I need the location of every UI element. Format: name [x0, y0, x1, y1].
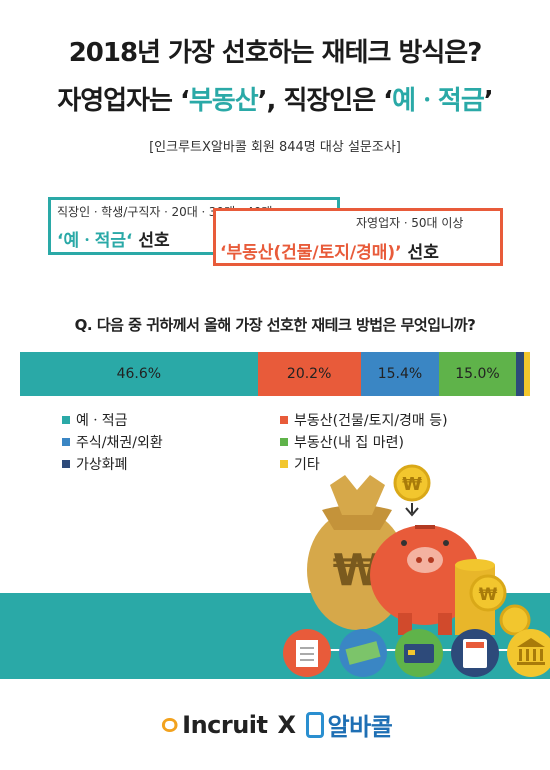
stacked-bar-chart: 46.6% 20.2% 15.4% 15.0% — [20, 352, 530, 396]
bar-value-label: 15.4% — [377, 366, 423, 382]
selfemployed-preference-box: 자영업자ㆍ50대 이상 ‘부동산(건물/토지/경매)’ 선호 — [213, 208, 503, 266]
legend-item: 부동산(건물/토지/경매 등) — [280, 410, 448, 430]
selfemployed-groups-label: 자영업자ㆍ50대 이상 — [356, 216, 464, 230]
worker-preference-text: ‘예ㆍ적금‘ 선호 — [57, 226, 170, 251]
legend-label: 가상화폐 — [76, 457, 128, 473]
svg-text:₩: ₩ — [402, 474, 422, 495]
title-highlight-savings: 예ㆍ적금 — [392, 86, 485, 116]
legend-swatch — [62, 460, 70, 468]
bar-segment — [523, 352, 530, 396]
banknote-circle-icon — [339, 629, 387, 677]
piggy-bank-icon — [370, 525, 480, 635]
legend-label: 부동산(내 집 마련) — [294, 435, 404, 451]
legend-label: 부동산(건물/토지/경매 등) — [294, 413, 448, 429]
albacall-phone-icon — [305, 711, 324, 738]
legend-swatch — [62, 438, 70, 446]
legend-item: 부동산(내 집 마련) — [280, 432, 404, 452]
bar-segment: 15.4% — [360, 352, 440, 396]
title-post: ’ — [483, 86, 494, 116]
incruit-logo-mark: ㅇ — [157, 712, 182, 742]
bar-value-label: 15.0% — [455, 366, 500, 382]
bar-segment — [515, 352, 524, 396]
footer-logos: ㅇ Incruit X 알바콜 — [0, 706, 550, 743]
page-title-line1: 2018년 가장 선호하는 재테크 방식은? — [68, 38, 483, 68]
legend-label: 기타 — [294, 457, 320, 473]
svg-text:₩: ₩ — [479, 585, 498, 605]
bar-segment: 46.6% — [20, 352, 258, 396]
bar-segment: 20.2% — [257, 352, 361, 396]
finance-illustration: ₩ ₩ ₩ — [283, 464, 550, 677]
coin-icon: ₩ — [393, 464, 431, 517]
title-highlight-realestate: 부동산 — [188, 86, 259, 116]
albacall-logo: 알바콜 — [327, 713, 393, 741]
calculator-circle-icon — [451, 629, 499, 677]
savings-highlight: ‘예ㆍ적금‘ — [57, 231, 133, 251]
legend-item: 예ㆍ적금 — [62, 410, 128, 430]
title-mid: ’, 직장인은 ‘ — [257, 86, 393, 116]
legend-swatch — [280, 416, 288, 424]
legend-label: 주식/채권/외환 — [76, 435, 163, 451]
legend-swatch — [280, 438, 288, 446]
preference-word: 선호 — [132, 231, 170, 251]
survey-subtitle: [인크루트X알바콜 회원 844명 대상 설문조사] — [149, 140, 401, 155]
document-circle-icon — [283, 629, 331, 677]
legend-swatch — [280, 460, 288, 468]
title-pre: 자영업자는 ‘ — [57, 86, 190, 116]
legend-item: 주식/채권/외환 — [62, 432, 163, 452]
bank-circle-icon — [507, 629, 550, 677]
legend-item: 기타 — [280, 454, 320, 474]
preference-word: 선호 — [401, 243, 439, 263]
bar-value-label: 46.6% — [116, 366, 162, 382]
legend-label: 예ㆍ적금 — [76, 413, 128, 429]
logo-separator: X — [277, 710, 297, 739]
bar-value-label: 20.2% — [286, 366, 332, 382]
incruit-logo: Incruit — [182, 710, 268, 739]
bar-segment: 15.0% — [439, 352, 516, 396]
legend-swatch — [62, 416, 70, 424]
legend-item: 가상화폐 — [62, 454, 128, 474]
card-circle-icon — [395, 629, 443, 677]
page-title-line2: 자영업자는 ‘부동산’, 직장인은 ‘예ㆍ적금’ — [0, 80, 550, 117]
coin-stack-icon: ₩ — [455, 559, 531, 636]
realestate-highlight: ‘부동산(건물/토지/경매)’ — [220, 243, 402, 263]
survey-question: Q. 다음 중 귀하께서 올해 가장 선호한 재테크 방법은 무엇입니까? — [74, 316, 476, 334]
selfemployed-preference-text: ‘부동산(건물/토지/경매)’ 선호 — [220, 238, 439, 263]
